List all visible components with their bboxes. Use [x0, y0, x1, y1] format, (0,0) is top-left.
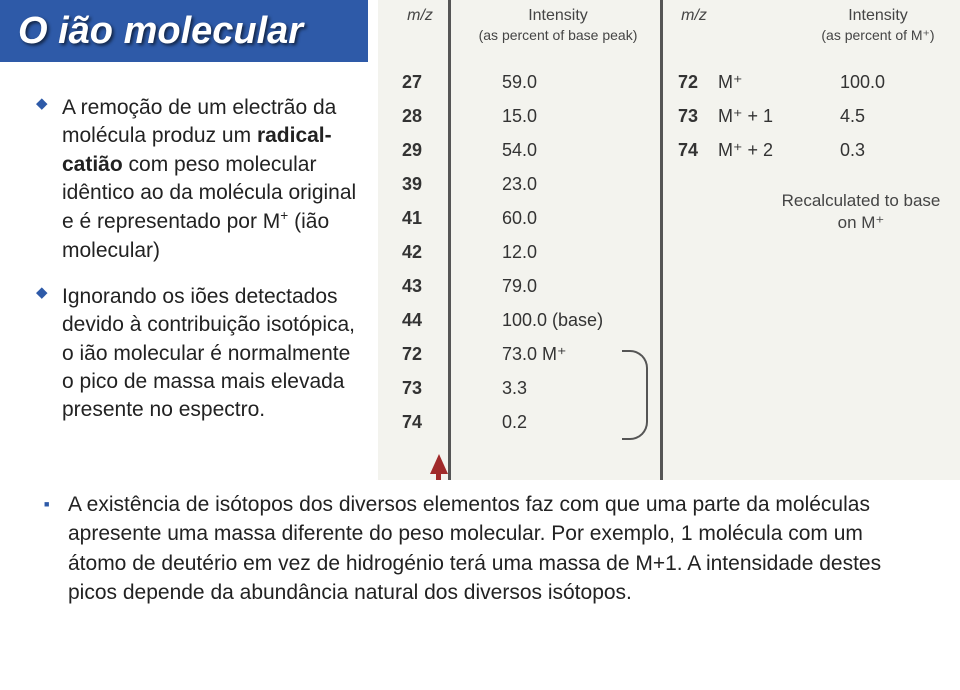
- int-left-cell: 79.0: [502, 276, 537, 297]
- mz-left-cell: 74: [402, 412, 422, 433]
- mz-left-cell: 29: [402, 140, 422, 161]
- int-left-cell: 0.2: [502, 412, 527, 433]
- mlabel-cell: M⁺ + 2: [718, 140, 773, 161]
- hdr-mz1: m/z: [396, 6, 444, 26]
- hdr-int2-l1: Intensity: [848, 7, 908, 24]
- int-right-cell: 4.5: [840, 106, 865, 127]
- mz-right-cell: 74: [678, 140, 698, 161]
- hdr-mz2: m/z: [670, 6, 718, 26]
- left-column: A remoção de um electrão da molécula pro…: [36, 94, 366, 443]
- col-sep-2: [660, 0, 663, 480]
- mz-left-cell: 42: [402, 242, 422, 263]
- hdr-int1: Intensity (as percent of base peak): [458, 6, 658, 46]
- int-left-cell: 3.3: [502, 378, 527, 399]
- int-left-cell: 100.0 (base): [502, 310, 603, 331]
- mz-right-cell: 72: [678, 72, 698, 93]
- int-left-cell: 73.0 M⁺: [502, 344, 567, 365]
- mz-left-cell: 27: [402, 72, 422, 93]
- title-band: O ião molecular: [0, 0, 368, 62]
- arrow-stem: [436, 474, 441, 480]
- int-left-cell: 60.0: [502, 208, 537, 229]
- mz-left-cell: 73: [402, 378, 422, 399]
- mz-left-cell: 39: [402, 174, 422, 195]
- mz-left-cell: 72: [402, 344, 422, 365]
- int-left-cell: 15.0: [502, 106, 537, 127]
- recal-l1: Recalculated to base: [782, 191, 941, 210]
- bottom-para-1: A existência de isótopos dos diversos el…: [42, 490, 922, 608]
- col-sep-1: [448, 0, 451, 480]
- int-left-cell: 59.0: [502, 72, 537, 93]
- mlabel-cell: M⁺: [718, 72, 743, 93]
- int-left-cell: 23.0: [502, 174, 537, 195]
- hdr-int1-l1: Intensity: [528, 7, 588, 24]
- bracket: [622, 350, 648, 440]
- int-right-cell: 100.0: [840, 72, 885, 93]
- mlabel-cell: M⁺ + 1: [718, 106, 773, 127]
- hdr-int2: Intensity (as percent of M⁺): [798, 6, 958, 46]
- int-left-cell: 54.0: [502, 140, 537, 161]
- arrow-up-icon: [430, 454, 448, 474]
- recalculated-note: Recalculated to base on M⁺: [766, 190, 956, 234]
- mz-right-cell: 73: [678, 106, 698, 127]
- page-title: O ião molecular: [18, 10, 303, 53]
- bottom-paragraph: A existência de isótopos dos diversos el…: [42, 490, 922, 614]
- mz-left-cell: 44: [402, 310, 422, 331]
- left-para-1: A remoção de um electrão da molécula pro…: [36, 94, 366, 265]
- mz-left-cell: 43: [402, 276, 422, 297]
- mz-left-cell: 41: [402, 208, 422, 229]
- mz-left-cell: 28: [402, 106, 422, 127]
- int-left-cell: 12.0: [502, 242, 537, 263]
- int-right-cell: 0.3: [840, 140, 865, 161]
- hdr-int1-l2: (as percent of base peak): [479, 27, 638, 43]
- hdr-int2-l2: (as percent of M⁺): [821, 27, 934, 43]
- left-para-2: Ignorando os iões detectados devido à co…: [36, 283, 366, 425]
- recal-l2: on M⁺: [838, 213, 885, 232]
- data-table: m/z Intensity (as percent of base peak) …: [378, 0, 960, 480]
